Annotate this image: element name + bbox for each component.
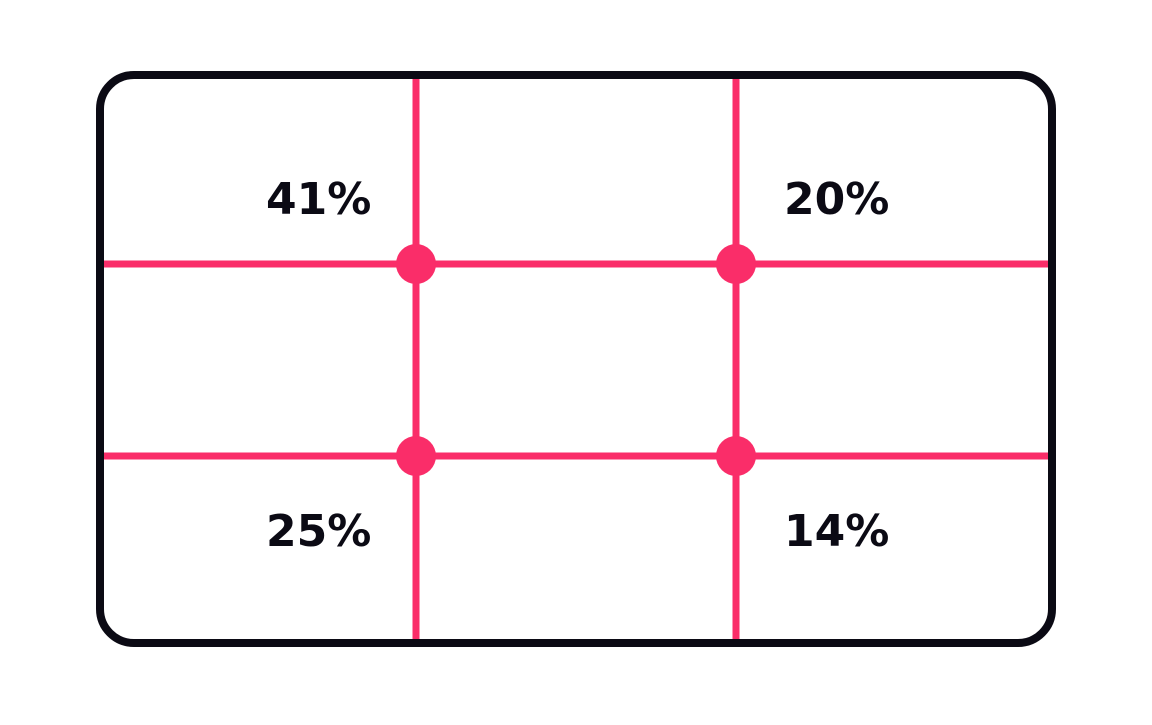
frame-border [96,71,1056,647]
label-bottom-right: 14% [784,506,889,557]
intersection-point-bottom-right [716,436,756,476]
intersection-point-bottom-left [396,436,436,476]
intersection-point-top-left [396,244,436,284]
label-bottom-left: 25% [266,506,371,557]
intersection-point-top-right [716,244,756,284]
label-top-left: 41% [266,174,371,225]
label-top-right: 20% [784,174,889,225]
